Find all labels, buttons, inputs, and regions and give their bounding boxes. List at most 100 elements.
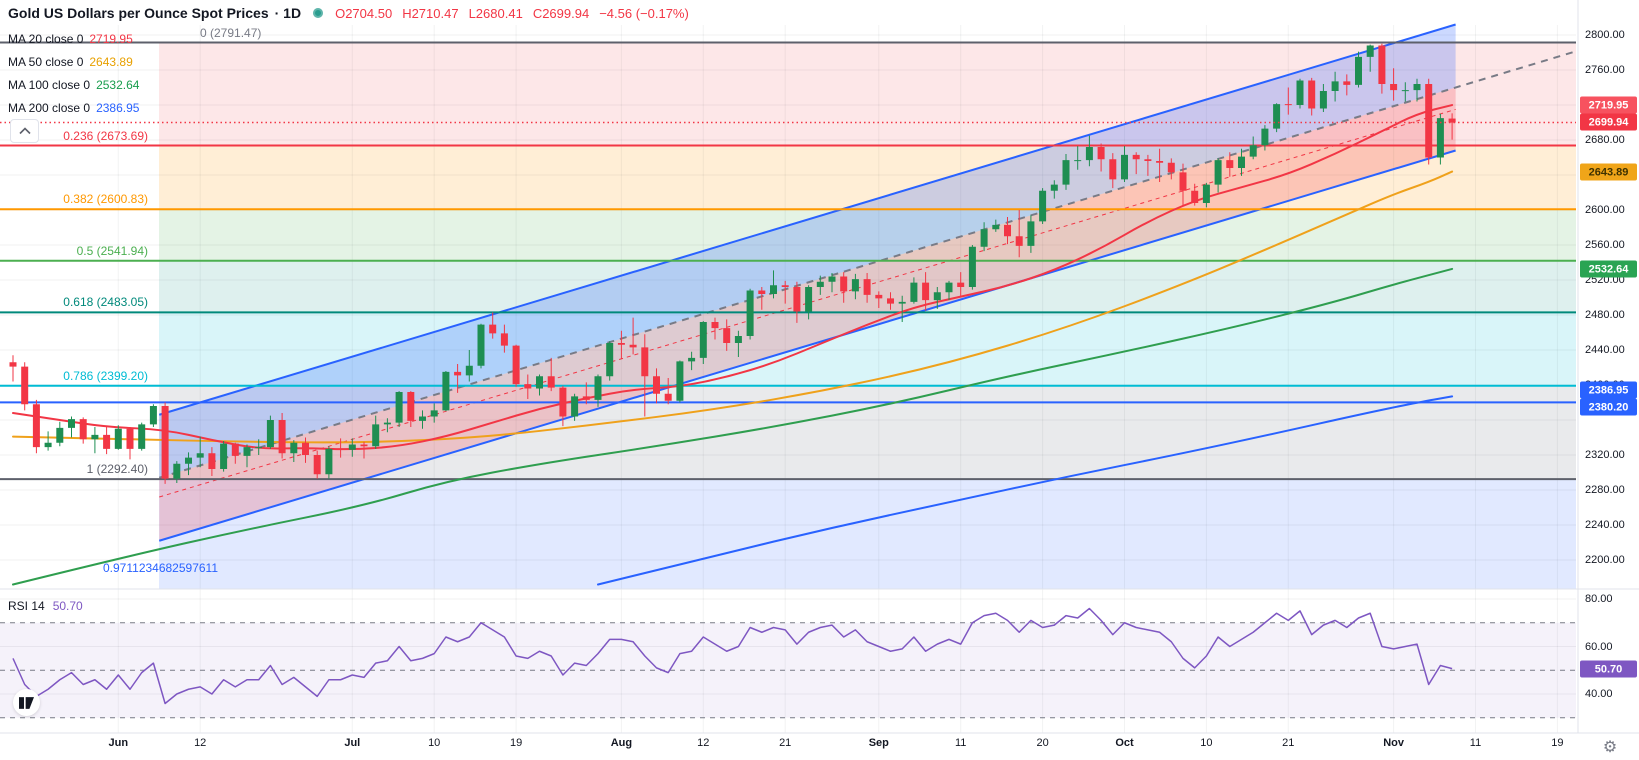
candle-body <box>395 392 403 423</box>
fib-level-label: 0 (2791.47) <box>200 26 262 41</box>
legend-collapse-button[interactable] <box>10 119 39 143</box>
channel-upper-line <box>158 23 1456 416</box>
candle-body <box>266 420 274 448</box>
price-tick-label[interactable]: 2800.00 <box>1585 29 1625 41</box>
candle-body <box>676 361 684 401</box>
candle-body <box>536 376 543 389</box>
time-tick-label[interactable]: 11 <box>1469 737 1482 749</box>
time-tick-label[interactable]: Sep <box>868 737 889 749</box>
axis-settings-button[interactable]: ⚙ <box>1598 735 1622 759</box>
ma100-legend[interactable]: MA 100 close 0 2532.64 <box>8 77 139 93</box>
candle-body <box>454 371 462 376</box>
candle-body <box>9 362 17 367</box>
ma20-label: MA 20 close 0 <box>8 32 84 46</box>
candle-body <box>1097 147 1105 160</box>
candle-body <box>1050 184 1058 191</box>
price-axis-badge[interactable]: 2386.95 <box>1580 381 1637 399</box>
interval-label[interactable]: · 1D <box>274 5 302 21</box>
candle-body <box>980 229 988 247</box>
candle-body <box>290 442 298 454</box>
candle-body <box>723 328 731 343</box>
candle-body <box>758 290 766 294</box>
candle-body <box>103 434 111 449</box>
candle-body <box>910 282 918 302</box>
price-tick-label[interactable]: 2680.00 <box>1585 134 1625 146</box>
price-tick-label[interactable]: 2480.00 <box>1585 309 1625 321</box>
price-tick-label[interactable]: 2440.00 <box>1585 344 1625 356</box>
time-tick-label[interactable]: Jul <box>344 737 361 749</box>
time-tick-label[interactable]: 12 <box>194 737 207 749</box>
price-tick-label[interactable]: 2560.00 <box>1585 239 1625 251</box>
tradingview-logo[interactable] <box>13 689 40 716</box>
rsi-legend[interactable]: RSI 14 50.70 <box>8 599 83 613</box>
time-tick-label[interactable]: Jun <box>108 737 129 749</box>
candle-body <box>559 387 567 417</box>
rsi-tick-label[interactable]: 60.00 <box>1585 640 1613 653</box>
price-axis-badge[interactable]: 2643.89 <box>1580 163 1637 181</box>
chevron-up-icon <box>18 127 31 135</box>
time-tick-label[interactable]: Aug <box>610 737 633 749</box>
rsi-tick-label[interactable]: 80.00 <box>1585 593 1613 605</box>
time-tick-label[interactable]: Nov <box>1383 737 1404 749</box>
rsi-band-fill <box>0 622 1576 718</box>
ma50-value: 2643.89 <box>89 55 133 69</box>
fib-zone <box>159 479 1576 589</box>
rsi-tick-label[interactable]: 40.00 <box>1585 688 1613 700</box>
price-axis-badge[interactable]: 2719.95 <box>1580 96 1637 114</box>
candle-body <box>500 333 508 346</box>
candle-body <box>278 420 286 454</box>
candle-body <box>863 279 871 295</box>
candle-body <box>126 428 134 449</box>
rsi-line <box>12 607 1453 705</box>
candle-body <box>243 447 251 456</box>
candle-body <box>1027 221 1035 246</box>
candle-body <box>1039 190 1047 222</box>
ohlc-values: O2704.50 H2710.47 L2680.41 C2699.94 −4.5… <box>335 6 689 21</box>
candle-body <box>816 281 824 287</box>
ma20-legend[interactable]: MA 20 close 0 2719.95 <box>8 31 133 47</box>
candle-body <box>992 224 1000 230</box>
candle-body <box>734 336 742 343</box>
time-tick-label[interactable]: 11 <box>954 737 967 749</box>
candle-body <box>114 428 122 449</box>
price-axis-badge[interactable]: 50.70 <box>1580 660 1637 678</box>
candle-body <box>547 376 555 388</box>
market-status-icon[interactable] <box>313 8 324 18</box>
ma50-legend[interactable]: MA 50 close 0 2643.89 <box>8 54 133 70</box>
price-tick-label[interactable]: 2240.00 <box>1585 519 1625 531</box>
candle-body <box>968 246 976 287</box>
price-tick-label[interactable]: 2600.00 <box>1585 204 1625 216</box>
candle-body <box>617 343 625 345</box>
price-tick-label[interactable]: 2760.00 <box>1585 64 1625 76</box>
time-tick-label[interactable]: 20 <box>1036 737 1049 749</box>
candle-body <box>711 322 719 329</box>
fib-level-label: 0.618 (2483.05) <box>63 295 148 310</box>
time-tick-label[interactable]: 21 <box>779 737 792 749</box>
time-tick-label[interactable]: 21 <box>1282 737 1295 749</box>
symbol-title[interactable]: Gold US Dollars per Ounce Spot Prices <box>8 5 269 21</box>
time-tick-label[interactable]: 19 <box>509 737 523 749</box>
candle-body <box>1004 224 1011 237</box>
price-tick-label[interactable]: 2320.00 <box>1585 449 1625 461</box>
price-tick-label[interactable]: 2280.00 <box>1585 484 1625 496</box>
gear-icon: ⚙ <box>1602 739 1618 756</box>
time-tick-label[interactable]: 10 <box>428 737 441 749</box>
candle-body <box>828 276 836 282</box>
time-tick-label[interactable]: 19 <box>1551 737 1564 749</box>
candle-body <box>945 282 953 293</box>
candle-body <box>1238 156 1245 168</box>
time-tick-label[interactable]: 12 <box>697 737 710 749</box>
price-axis-badge[interactable]: 2380.20 <box>1580 398 1637 416</box>
price-axis-badge[interactable]: 2699.94 <box>1580 113 1637 131</box>
price-axis-badge[interactable]: 2532.64 <box>1580 260 1637 278</box>
candle-body <box>1284 104 1292 106</box>
candle-body <box>360 444 368 447</box>
candle-body <box>664 393 672 401</box>
fib-level-label: 0.5 (2541.94) <box>76 243 148 258</box>
price-tick-label[interactable]: 2200.00 <box>1585 554 1625 566</box>
ma200-legend[interactable]: MA 200 close 0 2386.95 <box>8 100 139 116</box>
candle-body <box>1214 160 1222 185</box>
time-tick-label[interactable]: 10 <box>1200 737 1213 749</box>
time-tick-label[interactable]: Oct <box>1115 737 1134 749</box>
